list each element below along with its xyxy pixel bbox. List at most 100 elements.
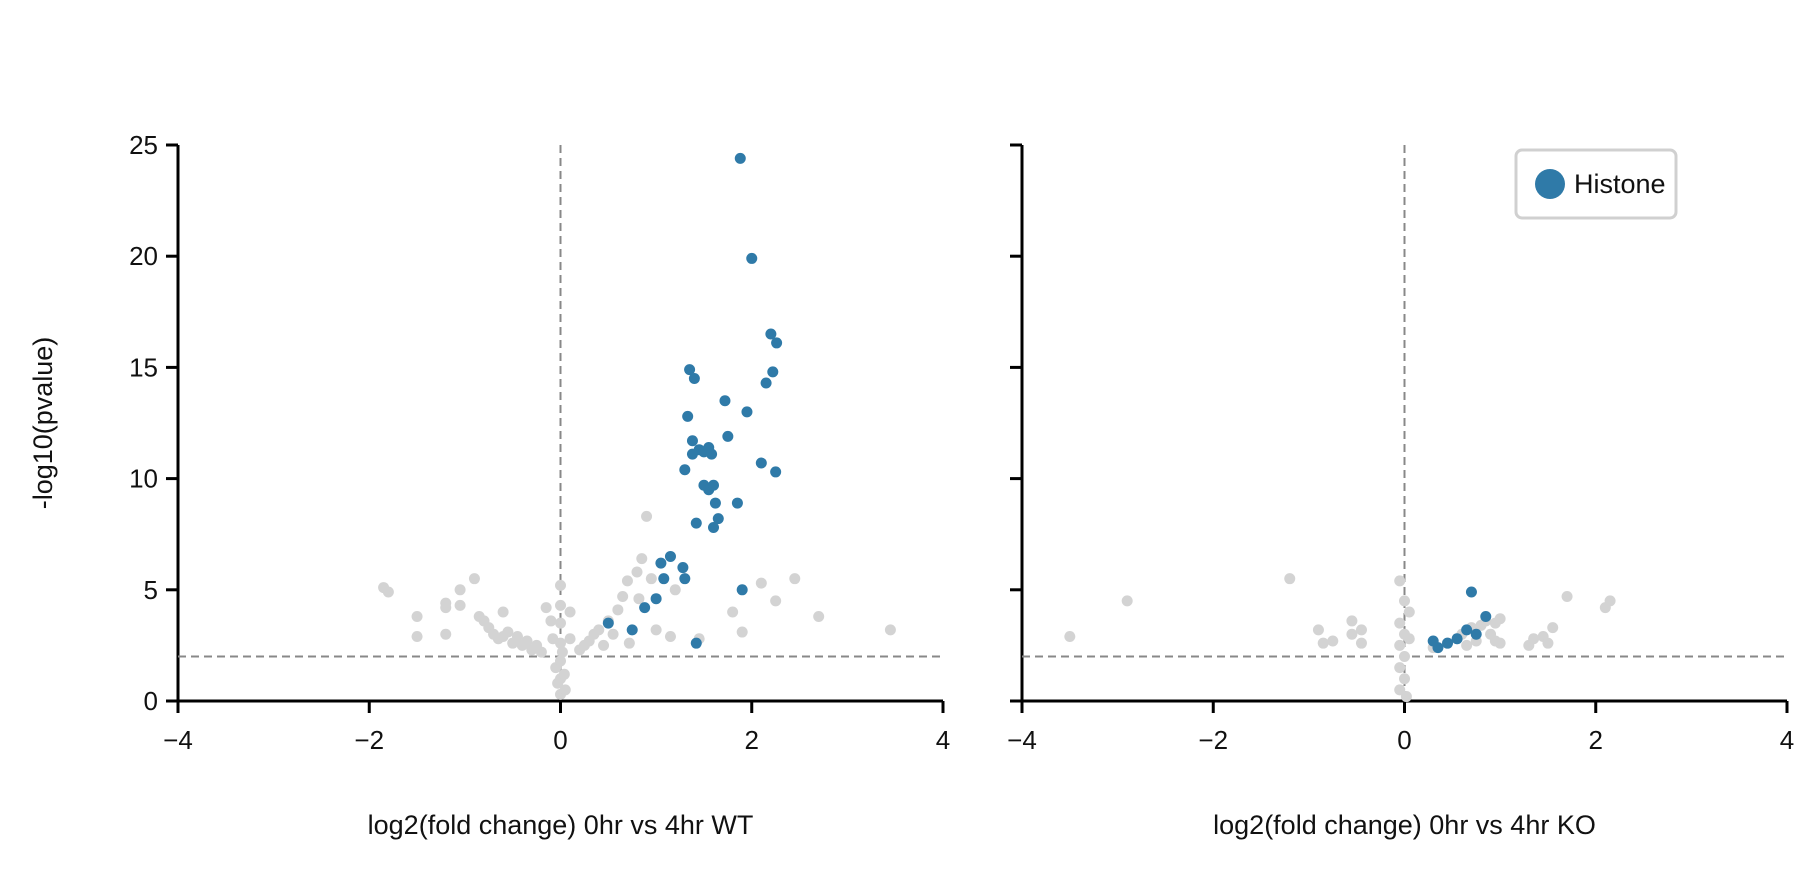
x-tick-label: 0 (1397, 725, 1411, 755)
protein-point (1561, 590, 1573, 602)
protein-point (1327, 635, 1339, 647)
histone-point (639, 602, 651, 614)
histone-point (650, 593, 662, 605)
histone-point (765, 328, 777, 340)
protein-point (1399, 651, 1410, 663)
panel-ko: −4 −2 0 2 4 log2(fold change) 0hr vs 4hr KO Hi… (1007, 143, 1794, 840)
protein-point (1121, 595, 1133, 607)
histone-point (1451, 633, 1463, 645)
histone-point (1461, 624, 1473, 636)
protein-point (555, 617, 566, 629)
x-tick-label: 2 (1589, 725, 1603, 755)
protein-point (1604, 595, 1616, 607)
protein-point (540, 602, 552, 614)
histone-point (682, 410, 694, 422)
protein-point (411, 631, 423, 643)
protein-point (497, 606, 509, 618)
histone-point (1427, 635, 1439, 647)
histone-point (767, 366, 779, 378)
protein-point (1403, 633, 1415, 645)
histone-point (655, 557, 667, 569)
histone-point (706, 448, 718, 460)
histone-point (1480, 610, 1492, 622)
protein-point (454, 599, 466, 611)
histone-point (1442, 637, 1454, 649)
protein-point (593, 624, 605, 636)
protein-point (521, 635, 533, 647)
histone-point (746, 252, 758, 264)
histone-point (686, 435, 698, 447)
protein-point (1346, 615, 1358, 627)
protein-point (1394, 639, 1406, 651)
y-axis-label: -log10(pvalue) (28, 337, 58, 510)
protein-point (789, 573, 801, 585)
protein-point (1312, 624, 1324, 636)
protein-point (1394, 662, 1406, 674)
legend-label: Histone (1574, 169, 1666, 199)
protein-point (440, 602, 452, 614)
protein-point (1394, 684, 1406, 696)
protein-point (1547, 622, 1559, 634)
protein-point (755, 577, 767, 589)
protein-point (556, 646, 568, 658)
protein-point (669, 584, 681, 596)
protein-point (1355, 624, 1367, 636)
protein-point (559, 684, 571, 696)
protein-point (664, 631, 676, 643)
y-tick-label: 15 (129, 352, 158, 382)
histone-point (771, 337, 783, 349)
protein-point (564, 633, 576, 645)
histone-point (736, 584, 748, 596)
protein-point (1346, 628, 1358, 640)
x-tick-label: −2 (1198, 725, 1228, 755)
histone-point (690, 637, 702, 649)
x-tick-label: −4 (1007, 725, 1037, 755)
protein-point (1400, 691, 1412, 703)
y-tick-label: 10 (129, 464, 158, 494)
protein-point (641, 510, 653, 522)
histone-point (690, 517, 702, 529)
histone-point (770, 466, 782, 478)
protein-point (1399, 673, 1410, 685)
histone-point (708, 479, 719, 491)
protein-point (555, 637, 566, 649)
protein-point (1394, 617, 1406, 629)
x-tick-label: 0 (553, 725, 567, 755)
protein-point (617, 590, 629, 602)
histone-point (709, 497, 721, 509)
protein-point (1528, 633, 1540, 645)
protein-point (454, 584, 466, 596)
histone-point (626, 624, 638, 636)
protein-point (502, 626, 514, 638)
histone-point (712, 513, 724, 525)
x-tick-label: 4 (936, 725, 950, 755)
protein-point (1317, 637, 1329, 649)
protein-point (1542, 637, 1554, 649)
protein-point (621, 575, 633, 587)
histone-point (684, 364, 696, 376)
protein-point (411, 610, 423, 622)
y-tick-label: 20 (129, 241, 158, 271)
protein-point (631, 566, 643, 578)
legend-marker (1535, 169, 1565, 199)
protein-point (545, 615, 557, 627)
protein-point (633, 593, 645, 605)
histone-point (1465, 586, 1477, 598)
protein-point (1494, 613, 1506, 625)
histone-point (602, 617, 614, 629)
protein-point (650, 624, 662, 636)
histone-point (760, 377, 772, 389)
protein-point (770, 595, 782, 607)
protein-point (1394, 575, 1406, 587)
x-tick-label: 4 (1780, 725, 1794, 755)
histone-point (755, 457, 767, 469)
histone-point (677, 562, 689, 574)
x-axis-label: log2(fold change) 0hr vs 4hr KO (1213, 810, 1596, 840)
histone-point (679, 573, 691, 585)
y-tick-label: 5 (144, 575, 158, 605)
panel-wt: −4 −2 0 2 4 0 5 10 15 20 25 log2(fold change) 0hr v… (28, 130, 950, 840)
protein-point (727, 606, 739, 618)
histone-point (688, 373, 700, 385)
protein-point (558, 668, 570, 680)
